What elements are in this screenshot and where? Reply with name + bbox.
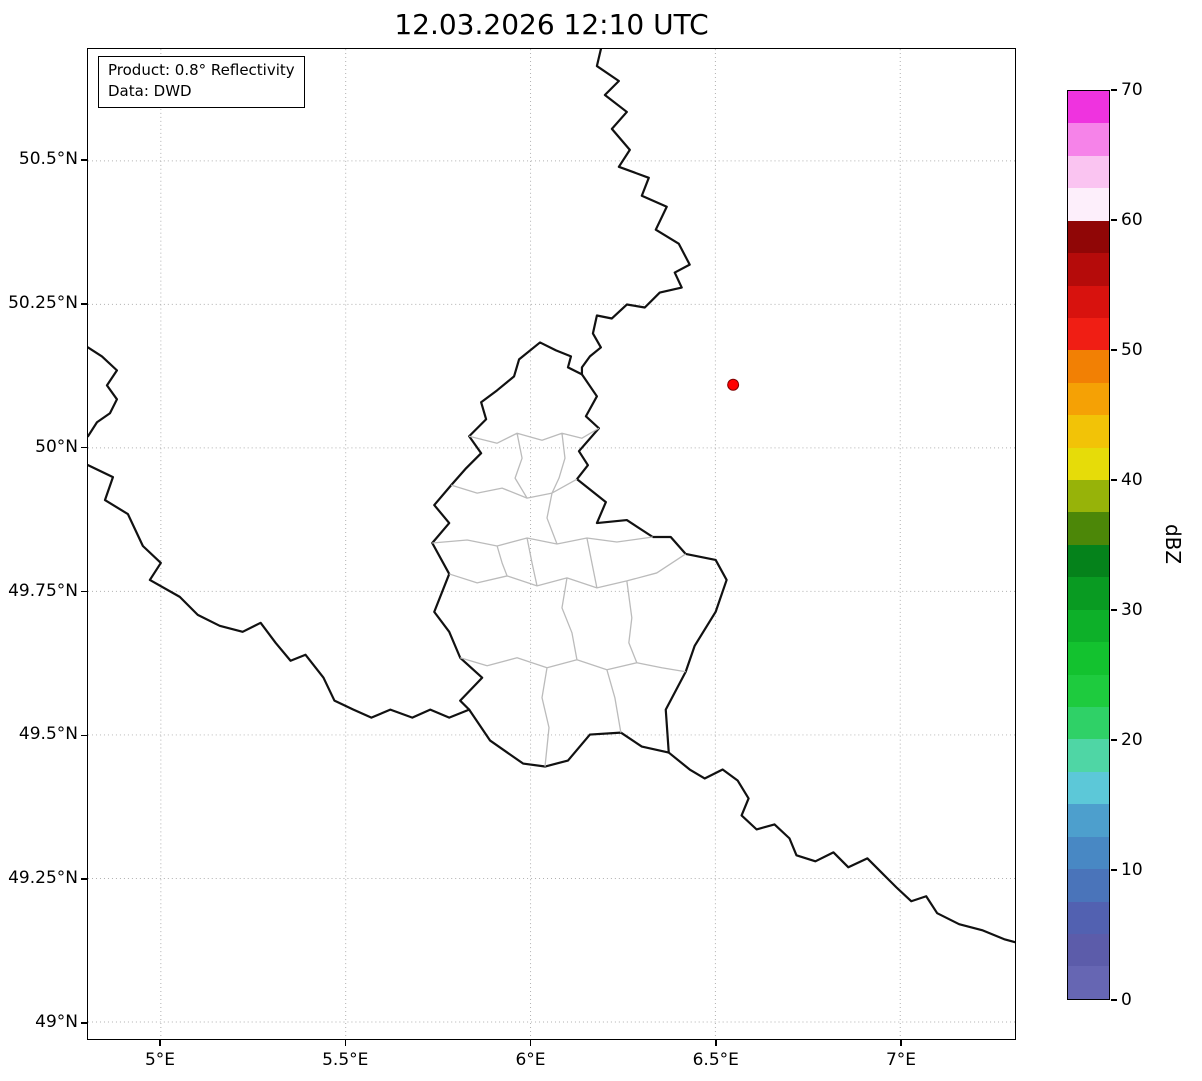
colorbar-tick	[1111, 349, 1117, 351]
colorbar-segments	[1068, 91, 1109, 999]
belgium-france-border	[88, 464, 471, 719]
product-annotation: Product: 0.8° Reflectivity Data: DWD	[98, 56, 305, 108]
colorbar-segment	[1068, 869, 1109, 902]
colorbar-segment	[1068, 804, 1109, 837]
colorbar-tick	[1111, 89, 1117, 91]
colorbar-segment	[1068, 382, 1109, 416]
colorbar-segment	[1068, 609, 1109, 643]
y-tick-label: 49.5°N	[18, 724, 78, 745]
y-tick	[81, 1022, 87, 1024]
y-tick	[81, 734, 87, 737]
colorbar-segment	[1068, 253, 1109, 286]
colorbar-tick	[1111, 609, 1117, 611]
colorbar-segment	[1068, 480, 1109, 513]
y-tick	[81, 590, 87, 593]
x-tick	[159, 1040, 161, 1046]
colorbar-segment	[1068, 674, 1109, 708]
x-tick	[529, 1040, 532, 1046]
colorbar-tick-label: 40	[1121, 470, 1143, 490]
y-tick-label: 50.25°N	[8, 292, 78, 313]
colorbar-tick	[1111, 869, 1117, 871]
colorbar-segment	[1068, 415, 1109, 448]
colorbar-segment	[1068, 512, 1109, 545]
x-tick-label: 5°E	[144, 1050, 176, 1070]
colorbar-segment	[1068, 966, 1109, 999]
belgium-germany-border	[580, 49, 691, 376]
colorbar-segment	[1068, 901, 1109, 934]
colorbar-tick-label: 0	[1121, 990, 1132, 1010]
france-germany-border	[667, 751, 1015, 944]
colorbar-tick-label: 60	[1121, 210, 1143, 230]
annotation-product-line: Product: 0.8° Reflectivity	[108, 61, 295, 79]
colorbar-tick-label: 70	[1121, 80, 1143, 100]
colorbar-segment	[1068, 933, 1109, 967]
plot-title: 12.03.2026 12:10 UTC	[394, 8, 709, 41]
x-tick-label: 5.5°E	[322, 1050, 369, 1070]
colorbar-tick-label: 10	[1121, 860, 1143, 880]
x-tick-label: 7°E	[885, 1050, 917, 1070]
annotation-data-line: Data: DWD	[108, 82, 192, 100]
y-tick	[81, 878, 87, 880]
givet-pocket-border	[88, 346, 119, 438]
colorbar-segment	[1068, 123, 1109, 156]
luxembourg-outline	[431, 341, 728, 768]
y-tick	[81, 159, 87, 161]
colorbar-segment	[1068, 836, 1109, 870]
map-axes: Product: 0.8° Reflectivity Data: DWD	[87, 48, 1016, 1040]
colorbar-segment	[1068, 707, 1109, 740]
colorbar-segment	[1068, 155, 1109, 189]
colorbar-tick-label: 30	[1121, 600, 1143, 620]
colorbar-segment	[1068, 739, 1109, 772]
colorbar-tick	[1111, 219, 1117, 221]
radar-site-marker	[727, 378, 740, 391]
y-tick	[81, 446, 87, 449]
y-tick-label: 50.5°N	[18, 149, 78, 170]
colorbar-segment	[1068, 771, 1109, 805]
y-tick-label: 49.75°N	[8, 580, 78, 601]
colorbar-tick	[1111, 739, 1117, 741]
colorbar-segment	[1068, 188, 1109, 221]
colorbar-segment	[1068, 642, 1109, 675]
canton-borders	[432, 427, 687, 767]
y-tick-label: 50°N	[35, 436, 78, 457]
y-tick-label: 49.25°N	[8, 868, 78, 889]
y-tick	[81, 303, 87, 305]
map-canvas	[88, 49, 1015, 1039]
y-tick-label: 49°N	[35, 1012, 78, 1032]
colorbar-axis-label: dBZ	[1161, 523, 1185, 565]
colorbar-tick	[1111, 999, 1117, 1001]
colorbar-segment	[1068, 285, 1109, 318]
colorbar-segment	[1068, 544, 1109, 578]
colorbar-segment	[1068, 220, 1109, 254]
colorbar-tick-label: 20	[1121, 730, 1143, 750]
x-tick	[344, 1040, 346, 1046]
colorbar-tick	[1111, 479, 1117, 481]
colorbar-segment	[1068, 317, 1109, 351]
colorbar-segment	[1068, 350, 1109, 383]
colorbar-segment	[1068, 91, 1109, 124]
colorbar	[1067, 90, 1110, 1000]
x-tick-label: 6.5°E	[692, 1050, 739, 1070]
colorbar-tick-label: 50	[1121, 340, 1143, 360]
colorbar-segment	[1068, 447, 1109, 481]
x-tick	[900, 1040, 902, 1046]
colorbar-segment	[1068, 577, 1109, 610]
x-tick	[715, 1040, 717, 1046]
x-tick-label: 6°E	[515, 1050, 546, 1070]
